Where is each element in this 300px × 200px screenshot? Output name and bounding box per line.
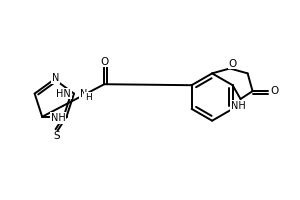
Text: O: O <box>270 86 278 96</box>
Text: HN: HN <box>56 89 71 99</box>
Text: S: S <box>53 131 60 141</box>
Text: NH: NH <box>51 113 65 123</box>
Text: N: N <box>80 89 87 99</box>
Text: NH: NH <box>231 101 246 111</box>
Text: O: O <box>100 57 108 67</box>
Text: O: O <box>229 59 237 69</box>
Text: N: N <box>52 73 59 83</box>
Text: H: H <box>85 93 92 102</box>
